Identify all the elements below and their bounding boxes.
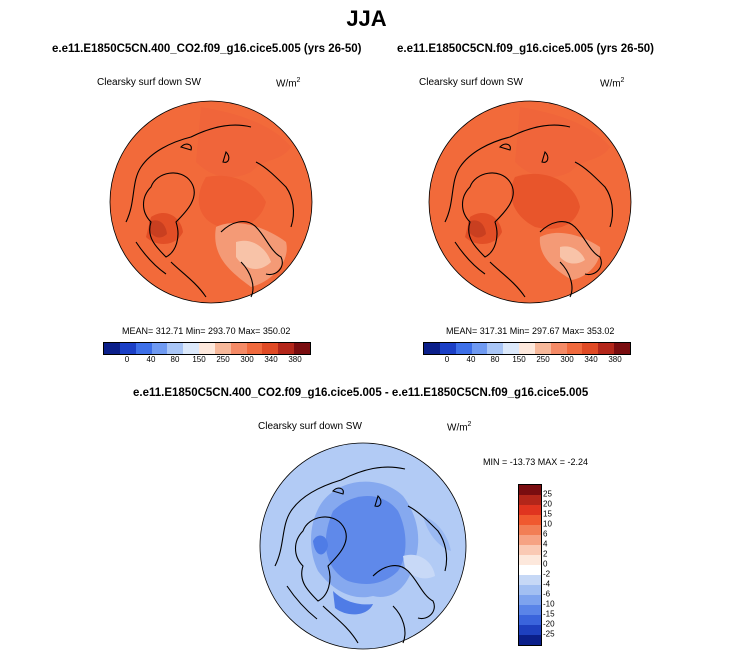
diff-title: e.e11.E1850C5CN.400_CO2.f09_g16.cice5.00… — [133, 387, 589, 399]
colorbar-swatch-9 — [566, 343, 583, 354]
colorbar-tick-label: 0 — [543, 559, 548, 569]
panel-left-variable: Clearsky surf down SW — [97, 77, 201, 88]
colorbar-swatch-6 — [519, 343, 535, 354]
colorbar-swatch-13 — [519, 615, 541, 625]
colorbar-swatch-2 — [135, 343, 152, 354]
colorbar-tick-label: -20 — [543, 619, 555, 629]
colorbar-swatch-12 — [614, 343, 630, 354]
colorbar-swatch-4 — [487, 343, 504, 354]
panel-left-case-title: e.e11.E1850C5CN.400_CO2.f09_g16.cice5.00… — [52, 43, 362, 55]
colorbar-swatch-1 — [119, 343, 136, 354]
colorbar-swatch-10 — [582, 343, 599, 354]
colorbar-swatch-0 — [104, 343, 120, 354]
colorbar-swatch-6 — [199, 343, 215, 354]
diff-units: W/m2 — [447, 421, 472, 434]
colorbar-swatch-7 — [214, 343, 231, 354]
colorbar-tick-label: 4 — [543, 539, 548, 549]
colorbar-swatch-5 — [519, 535, 541, 545]
panel-right-units: W/m2 — [600, 77, 625, 90]
colorbar-tick-label: -25 — [543, 629, 555, 639]
colorbar-tick-label: -4 — [543, 579, 551, 589]
colorbar-swatch-11 — [278, 343, 295, 354]
colorbar-swatch-1 — [439, 343, 456, 354]
colorbar-swatch-5 — [503, 343, 520, 354]
colorbar-tick-label: 6 — [543, 529, 548, 539]
colorbar-swatch-1 — [519, 495, 541, 505]
colorbar-tick-label: 15 — [543, 509, 552, 519]
panel-right-variable: Clearsky surf down SW — [419, 77, 523, 88]
diff-polar-map — [259, 442, 467, 650]
colorbar-swatch-0 — [519, 485, 541, 495]
colorbar-swatch-9 — [519, 575, 541, 585]
colorbar-swatch-10 — [519, 585, 541, 595]
colorbar-swatch-5 — [183, 343, 200, 354]
colorbar-swatch-3 — [519, 515, 541, 525]
colorbar-tick-label: 380 — [608, 355, 622, 364]
colorbar-swatch-9 — [246, 343, 263, 354]
panel-right-case-title: e.e11.E1850C5CN.f09_g16.cice5.005 (yrs 2… — [397, 43, 655, 55]
diff-stats: MIN = -13.73 MAX = -2.24 — [483, 457, 589, 467]
colorbar-swatch-3 — [151, 343, 168, 354]
colorbar-tick-label: -2 — [543, 569, 551, 579]
colorbar-tick-label: 300 — [240, 355, 254, 364]
colorbar-swatch-12 — [294, 343, 310, 354]
colorbar-tick-label: -10 — [543, 599, 555, 609]
colorbar-tick-label: 80 — [170, 355, 180, 364]
colorbar-tick-label: -6 — [543, 589, 551, 599]
colorbar-abs-right-ticks: 0 40 80 150 250 300 340 380 — [423, 355, 631, 367]
colorbar-swatch-8 — [230, 343, 247, 354]
colorbar-abs-left — [103, 342, 311, 355]
colorbar-swatch-7 — [519, 555, 541, 565]
colorbar-tick-label: 300 — [560, 355, 574, 364]
colorbar-swatch-0 — [424, 343, 440, 354]
colorbar-diff-ticks: 25 20 15 10 6 4 2 0 -2 -4 -6 -10 -15 -20 -25 — [543, 484, 573, 644]
colorbar-tick-label: 10 — [543, 519, 552, 529]
colorbar-swatch-2 — [519, 505, 541, 515]
panel-right-colorbar: 0 40 80 150 250 300 340 380 — [423, 342, 631, 364]
page-title: JJA — [346, 6, 387, 31]
colorbar-tick-label: 250 — [216, 355, 230, 364]
colorbar-swatch-4 — [167, 343, 184, 354]
colorbar-tick-label: 40 — [146, 355, 156, 364]
colorbar-swatch-6 — [519, 545, 541, 555]
panel-right-stats: MEAN= 317.31 Min= 297.67 Max= 353.02 — [446, 326, 615, 336]
colorbar-swatch-12 — [519, 605, 541, 615]
colorbar-tick-label: 0 — [124, 355, 130, 364]
colorbar-tick-label: 150 — [192, 355, 206, 364]
colorbar-tick-label: 0 — [444, 355, 450, 364]
colorbar-abs-left-ticks: 0 40 80 150 250 300 340 380 — [103, 355, 311, 367]
colorbar-tick-label: 25 — [543, 489, 552, 499]
colorbar-tick-label: 340 — [584, 355, 598, 364]
colorbar-swatch-8 — [519, 565, 541, 575]
colorbar-tick-label: 20 — [543, 499, 552, 509]
colorbar-tick-label: 380 — [288, 355, 302, 364]
colorbar-tick-label: 340 — [264, 355, 278, 364]
colorbar-swatch-11 — [598, 343, 615, 354]
colorbar-tick-label: -15 — [543, 609, 555, 619]
colorbar-abs-right — [423, 342, 631, 355]
colorbar-swatch-15 — [519, 635, 541, 645]
colorbar-tick-label: 150 — [512, 355, 526, 364]
colorbar-swatch-4 — [519, 525, 541, 535]
panel-left-polar-map — [109, 100, 313, 304]
colorbar-tick-label: 250 — [536, 355, 550, 364]
colorbar-swatch-8 — [550, 343, 567, 354]
colorbar-tick-label: 2 — [543, 549, 548, 559]
diff-variable: Clearsky surf down SW — [258, 421, 362, 432]
panel-left-colorbar: 0 40 80 150 250 300 340 380 — [103, 342, 311, 364]
panel-left-units: W/m2 — [276, 77, 301, 90]
colorbar-tick-label: 40 — [466, 355, 476, 364]
panel-left-stats: MEAN= 312.71 Min= 293.70 Max= 350.02 — [122, 326, 291, 336]
colorbar-swatch-7 — [534, 343, 551, 354]
colorbar-swatch-10 — [262, 343, 279, 354]
colorbar-swatch-11 — [519, 595, 541, 605]
colorbar-diff — [518, 484, 542, 646]
colorbar-swatch-2 — [455, 343, 472, 354]
colorbar-tick-label: 80 — [490, 355, 500, 364]
panel-right-polar-map — [428, 100, 632, 304]
colorbar-swatch-14 — [519, 625, 541, 635]
colorbar-swatch-3 — [471, 343, 488, 354]
